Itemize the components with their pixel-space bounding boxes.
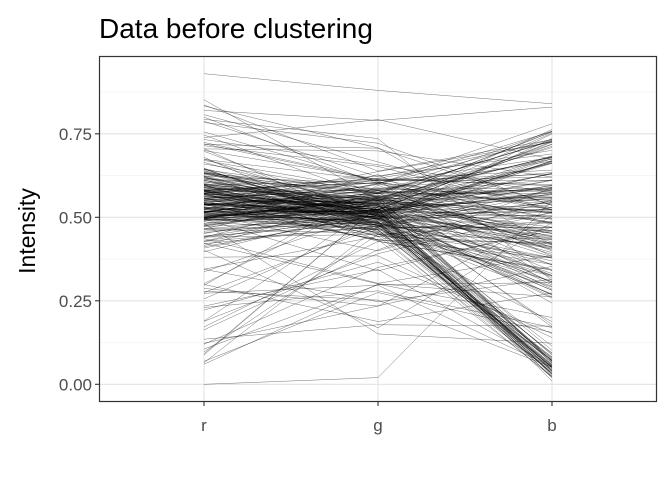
series-line [203,222,553,365]
series-line [203,223,553,344]
series-line [203,198,553,213]
series-line [203,222,553,329]
series-line [203,207,553,377]
series-line [203,119,553,281]
series-line [203,207,553,372]
x-tick-label: g [373,416,382,435]
series-line [203,197,553,250]
series-line [203,178,553,193]
series-line [203,215,553,307]
series-line [203,148,553,178]
series-line [203,197,553,271]
series-line [203,189,553,227]
series-line [203,195,553,363]
series-line [203,178,553,203]
series-line [203,202,553,291]
series-line [203,218,553,241]
series-line [203,190,553,284]
series-line [203,234,553,265]
series-line [203,199,553,252]
chart-title: Data before clustering [99,13,373,44]
series-line [203,202,553,234]
x-tick-label: b [547,416,556,435]
series-line [203,189,553,212]
series-line [203,284,553,322]
series-line [203,292,553,362]
series-line [203,211,553,322]
series-line [203,282,553,350]
series-line [203,193,553,363]
series-line [203,229,553,322]
series-line [203,131,553,201]
series-lines [203,73,553,385]
series-line [203,142,553,181]
series-line [203,290,553,328]
series-line [203,199,553,255]
x-tick-label: r [201,416,207,435]
series-line [203,187,553,331]
series-line [203,119,553,160]
series-line [203,230,553,345]
y-tick-label: 0.50 [59,208,92,227]
series-line [203,114,553,210]
series-line [203,99,553,271]
series-line [203,216,553,374]
series-line [203,218,553,367]
series-line [203,183,553,232]
series-line [203,172,553,236]
series-line [203,105,553,246]
series-line [203,172,553,190]
series-line [203,120,553,178]
series-line [203,194,553,266]
series-line [203,139,553,193]
series-line [203,163,553,246]
y-tick-label: 0.00 [59,375,92,394]
series-line [203,73,553,105]
series-line [203,176,553,259]
series-line [203,177,553,274]
series-line [203,202,553,368]
y-tick-label: 0.25 [59,292,92,311]
series-line [203,104,553,172]
series-line [203,173,553,239]
series-line [203,181,553,208]
series-line [203,106,553,121]
series-line [203,242,553,298]
series-line [203,284,553,368]
series-line [203,188,553,205]
series-line [203,170,553,291]
series-line [203,214,553,359]
y-axis: 0.00 0.25 0.50 0.75 [59,125,100,394]
series-line [203,143,553,182]
series-line [203,269,553,302]
y-tick-label: 0.75 [59,125,92,144]
series-line [203,204,553,351]
y-axis-label: Intensity [14,188,40,274]
series-line [203,179,553,206]
series-line [203,158,553,219]
series-line [203,141,553,205]
series-line [203,159,552,181]
series-line [203,145,553,211]
